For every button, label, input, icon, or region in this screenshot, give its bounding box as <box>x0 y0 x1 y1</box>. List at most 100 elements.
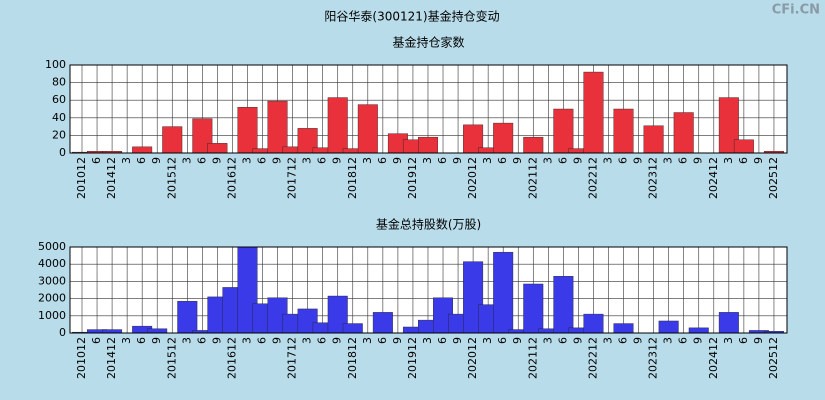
x-tick-label: 9 <box>210 157 223 164</box>
bar <box>267 100 288 154</box>
x-tick-label: 6 <box>135 157 148 164</box>
y-tick-label: 2000 <box>38 292 66 305</box>
bar <box>207 143 228 154</box>
x-tick-label: 201412 <box>105 157 118 199</box>
x-tick-label: 6 <box>256 157 269 164</box>
bar <box>553 108 574 154</box>
y-tick-label: 0 <box>59 326 66 339</box>
x-tick-label: 9 <box>632 157 645 164</box>
bar <box>658 320 679 334</box>
x-tick-label: 3 <box>301 157 314 164</box>
bar <box>357 104 378 154</box>
x-tick-label: 9 <box>150 157 163 164</box>
bar <box>583 71 604 154</box>
x-tick-label: 201712 <box>286 157 299 199</box>
x-tick-label: 9 <box>632 337 645 344</box>
y-tick-label: 5000 <box>38 240 66 253</box>
bar <box>523 136 544 154</box>
x-tick-label: 3 <box>240 157 253 164</box>
x-tick-label: 3 <box>240 337 253 344</box>
x-tick-label: 6 <box>436 337 449 344</box>
x-tick-label: 6 <box>135 337 148 344</box>
x-tick-label: 3 <box>421 157 434 164</box>
x-tick-label: 201612 <box>225 337 238 379</box>
x-tick-label: 3 <box>722 157 735 164</box>
x-tick-label: 6 <box>316 337 329 344</box>
x-tick-label: 202212 <box>586 157 599 199</box>
x-tick-label: 6 <box>90 157 103 164</box>
x-tick-label: 201812 <box>346 157 359 199</box>
x-tick-label: 202512 <box>767 337 780 379</box>
bar <box>132 146 153 154</box>
bar <box>102 329 123 334</box>
watermark: CFi.CN <box>772 3 820 18</box>
y-tick-label: 1000 <box>38 309 66 322</box>
x-tick-label: 201912 <box>406 337 419 379</box>
x-tick-label: 3 <box>541 157 554 164</box>
x-tick-label: 3 <box>481 157 494 164</box>
x-tick-label: 9 <box>150 337 163 344</box>
x-tick-label: 6 <box>316 157 329 164</box>
y-tick-label: 60 <box>52 93 66 106</box>
bar <box>418 136 438 154</box>
x-tick-label: 9 <box>571 157 584 164</box>
y-tick-label: 80 <box>52 76 66 89</box>
x-tick-label: 201812 <box>346 337 359 379</box>
bar <box>523 283 544 334</box>
x-tick-label: 9 <box>571 337 584 344</box>
x-tick-label: 202312 <box>647 157 660 199</box>
x-tick-label: 201012 <box>75 337 88 379</box>
x-tick-label: 3 <box>541 337 554 344</box>
x-tick-label: 202412 <box>707 337 720 379</box>
bar <box>613 108 634 154</box>
x-tick-label: 9 <box>752 337 765 344</box>
bar <box>237 107 258 154</box>
x-tick-label: 201612 <box>225 157 238 199</box>
bar <box>688 327 709 334</box>
x-tick-label: 6 <box>195 337 208 344</box>
x-tick-label: 3 <box>180 337 193 344</box>
x-tick-label: 9 <box>511 157 524 164</box>
bar <box>718 312 739 334</box>
x-tick-label: 202012 <box>466 337 479 379</box>
bar <box>553 276 574 334</box>
x-tick-label: 6 <box>496 157 509 164</box>
x-tick-label: 9 <box>331 337 344 344</box>
x-tick-label: 9 <box>271 157 284 164</box>
x-tick-label: 6 <box>677 157 690 164</box>
chart-title: 基金持仓家数 <box>392 35 464 50</box>
x-tick-label: 9 <box>451 337 464 344</box>
x-tick-label: 3 <box>120 337 133 344</box>
x-tick-label: 9 <box>451 157 464 164</box>
x-tick-label: 3 <box>662 157 675 164</box>
x-tick-label: 3 <box>481 337 494 344</box>
chart-title: 基金总持股数(万股) <box>376 217 481 232</box>
x-tick-label: 6 <box>737 337 750 344</box>
x-tick-label: 6 <box>556 337 569 344</box>
x-tick-label: 9 <box>752 157 765 164</box>
x-tick-label: 3 <box>662 337 675 344</box>
x-tick-label: 201912 <box>406 157 419 199</box>
y-tick-label: 100 <box>45 58 66 71</box>
x-tick-label: 9 <box>692 157 705 164</box>
x-tick-label: 202112 <box>526 157 539 199</box>
x-tick-label: 6 <box>677 337 690 344</box>
x-tick-label: 6 <box>436 157 449 164</box>
bar <box>733 139 754 154</box>
x-tick-label: 9 <box>331 157 344 164</box>
x-tick-label: 6 <box>256 337 269 344</box>
x-tick-label: 3 <box>601 157 614 164</box>
x-tick-label: 3 <box>421 337 434 344</box>
x-tick-label: 6 <box>556 157 569 164</box>
x-tick-label: 3 <box>601 337 614 344</box>
x-tick-label: 201712 <box>286 337 299 379</box>
x-tick-label: 3 <box>722 337 735 344</box>
x-tick-label: 6 <box>376 157 389 164</box>
y-tick-label: 4000 <box>38 257 66 270</box>
x-tick-label: 201012 <box>75 157 88 199</box>
x-tick-label: 9 <box>210 337 223 344</box>
x-tick-label: 6 <box>737 157 750 164</box>
x-tick-label: 202212 <box>586 337 599 379</box>
x-tick-label: 6 <box>90 337 103 344</box>
x-tick-label: 9 <box>271 337 284 344</box>
